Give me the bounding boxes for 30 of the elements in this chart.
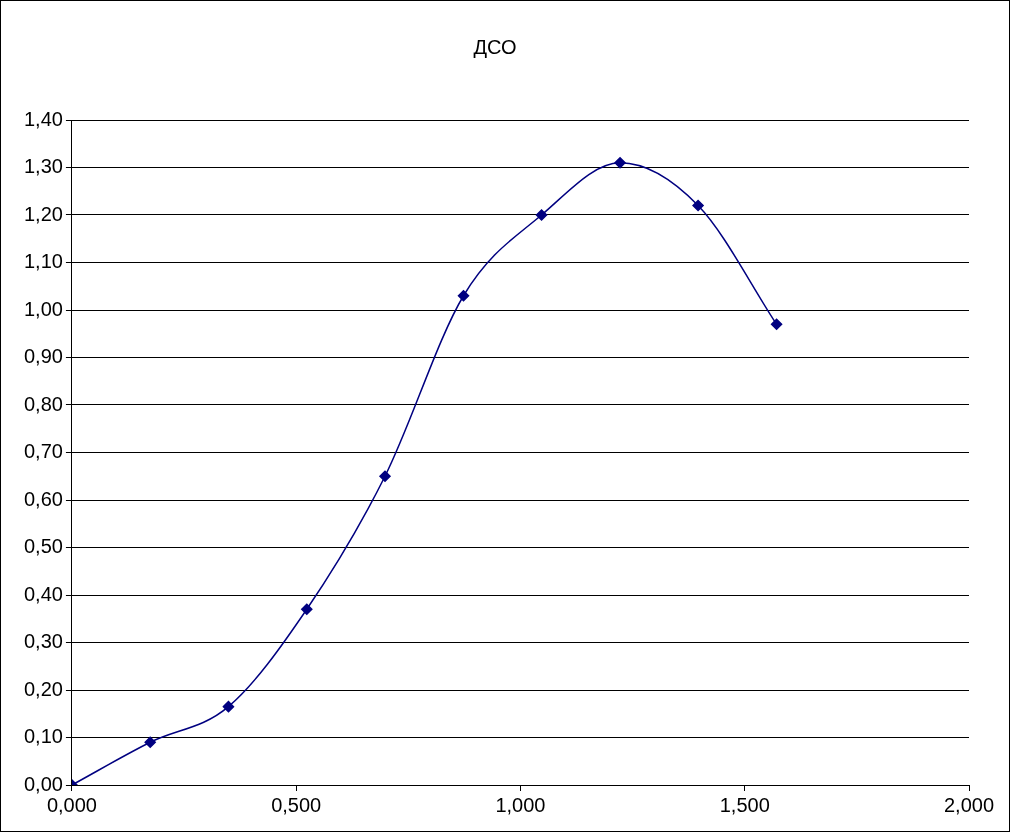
point: [144, 736, 156, 748]
y-tick-label: 0,50: [23, 535, 63, 558]
point: [379, 470, 391, 482]
y-tick-label: 0,20: [23, 677, 63, 700]
y-tick-label: 1,30: [23, 155, 63, 178]
y-tick-label: 0,80: [23, 392, 63, 415]
point: [692, 199, 704, 212]
point: [770, 318, 783, 330]
y-tick-label: 0,60: [23, 487, 63, 510]
y-tick-label: 0,00: [23, 772, 63, 795]
y-tick-label: 1,40: [23, 107, 63, 130]
y-tick-label: 0,70: [23, 440, 63, 463]
point: [301, 603, 313, 615]
y-tick-label: 0,40: [23, 582, 63, 605]
point: [222, 700, 235, 713]
y-tick-label: 1,10: [23, 250, 63, 273]
x-tick-label: 0,000: [46, 793, 97, 816]
y-tick-label: 1,00: [23, 297, 63, 320]
x-tick-label: 1,500: [719, 793, 770, 816]
y-tick-label: 0,90: [23, 345, 63, 368]
point: [614, 157, 626, 169]
x-tick-label: 1,000: [495, 793, 546, 816]
point: [535, 209, 548, 221]
y-tick-label: 0,10: [23, 725, 63, 748]
point: [457, 290, 470, 302]
x-tick-label: 0,500: [271, 793, 322, 816]
chart-title: ДСО: [473, 35, 517, 58]
y-tick-label: 0,30: [23, 630, 63, 653]
y-tick-label: 1,20: [23, 202, 63, 225]
x-tick-label: 2,000: [943, 793, 995, 816]
